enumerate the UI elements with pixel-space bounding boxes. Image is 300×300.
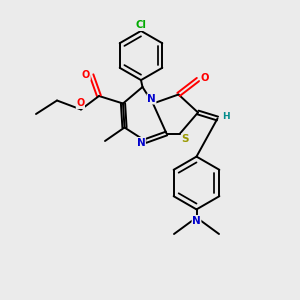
Text: H: H — [222, 112, 230, 121]
Text: O: O — [82, 70, 90, 80]
Text: N: N — [192, 215, 201, 226]
Text: Cl: Cl — [136, 20, 146, 31]
Text: S: S — [182, 134, 189, 144]
Text: O: O — [200, 73, 209, 83]
Text: N: N — [136, 137, 146, 148]
Text: O: O — [76, 98, 85, 109]
Text: N: N — [147, 94, 156, 104]
